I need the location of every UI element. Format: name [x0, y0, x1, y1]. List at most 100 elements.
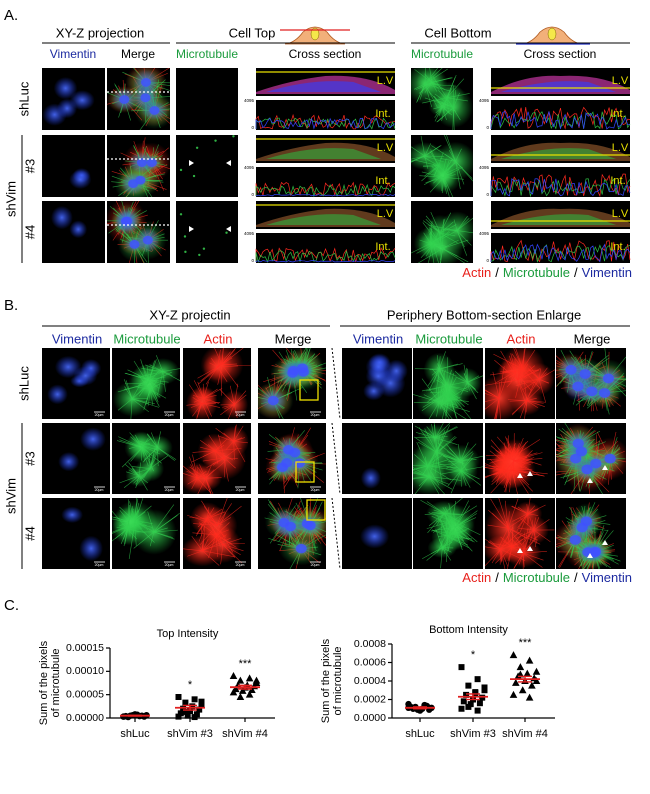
micrograph [258, 423, 326, 494]
speck [180, 169, 182, 171]
nucleus [305, 521, 316, 531]
data-point [482, 684, 488, 690]
micrograph [42, 68, 105, 130]
rule [332, 423, 340, 494]
micrograph [244, 340, 334, 424]
nucleus [603, 374, 614, 384]
nucleus [129, 240, 139, 249]
nucleus [297, 363, 308, 373]
significance-label: *** [239, 658, 253, 670]
data-point [176, 714, 182, 720]
speck [184, 235, 186, 237]
column-header: Vimentin [52, 331, 102, 346]
image-frame [176, 201, 238, 263]
nucleus [281, 458, 292, 468]
nucleus [582, 547, 593, 557]
legend-entry: / [495, 265, 499, 280]
lv-label: L.V [377, 208, 394, 220]
micrograph [104, 52, 187, 130]
scale-bar-label: 20µm [165, 563, 174, 567]
scale-bar-label: 20µm [95, 413, 104, 417]
y-tick-label: 0.00015 [66, 642, 104, 654]
scale-bar-label: 20µm [165, 413, 174, 417]
data-point [465, 683, 471, 689]
intensity-axis-label: 0 [251, 192, 254, 197]
x-tick-label: shVim #3 [450, 728, 496, 740]
data-point [477, 700, 483, 706]
cell-signal [361, 467, 381, 488]
intensity-axis-label: 0 [486, 192, 489, 197]
micrograph [42, 423, 110, 494]
cell-signal [55, 356, 82, 378]
legend-entry: Vimentin [582, 570, 632, 585]
legend-entry: Actin [462, 265, 491, 280]
nucleus [577, 523, 588, 533]
speck [203, 248, 205, 250]
data-point [510, 651, 518, 658]
row-label: #4 [22, 526, 37, 540]
micrograph [544, 347, 642, 419]
x-tick-label: shLuc [120, 728, 150, 740]
data-point [192, 696, 198, 702]
data-point [120, 713, 126, 719]
cell-signal [51, 206, 73, 229]
int-label: Int. [610, 108, 625, 120]
nucleus [285, 522, 296, 532]
legend: Actin/Microtubule/Vimentin [462, 265, 632, 280]
micrograph [475, 493, 555, 575]
y-axis-label: of microtubule [332, 646, 344, 715]
column-header: Microtubule [415, 331, 482, 346]
rule [332, 348, 340, 419]
legend-entry: Microtubule [503, 265, 570, 280]
image-frame [176, 68, 238, 130]
legend-entry: / [574, 265, 578, 280]
nucleus [580, 369, 591, 379]
column-header: Microtubule [113, 331, 180, 346]
data-point [461, 698, 467, 704]
lv-label: L.V [377, 142, 394, 154]
column-header: Merge [121, 47, 155, 61]
lv-label: L.V [612, 208, 629, 220]
micrograph [176, 135, 238, 197]
scale-bar-label: 20µm [236, 563, 245, 567]
y-tick-label: 0.0004 [354, 675, 386, 687]
nucleus [122, 217, 132, 226]
scale-bar-label: 20µm [165, 488, 174, 492]
data-point [479, 695, 485, 701]
data-point [526, 657, 534, 664]
nucleus [283, 445, 294, 455]
micrograph [106, 497, 180, 569]
nucleus [570, 535, 581, 545]
significance-label: * [188, 679, 193, 691]
micrograph [397, 133, 476, 201]
section-title: XY-Z projection [56, 25, 144, 40]
data-point [176, 694, 182, 700]
rule [332, 498, 340, 569]
scale-bar-label: 20µm [311, 488, 320, 492]
scale-bar-label: 20µm [311, 563, 320, 567]
x-tick-label: shVim #3 [167, 728, 213, 740]
column-header: Vimentin [353, 331, 403, 346]
y-tick-label: 0.0008 [354, 638, 386, 650]
nucleus [140, 93, 150, 102]
data-point [475, 676, 481, 682]
nucleus [287, 368, 298, 378]
intensity-plot [491, 167, 630, 197]
data-point [510, 691, 518, 698]
micrograph [171, 496, 251, 569]
column-header: Microtubule [176, 47, 238, 61]
intensity-axis-label: 4095 [479, 165, 490, 170]
micrograph [413, 496, 483, 569]
micrograph [406, 62, 473, 133]
image-frame [42, 135, 105, 197]
y-tick-label: 0.0006 [354, 656, 386, 668]
column-header: Merge [275, 331, 312, 346]
nucleus [572, 382, 583, 392]
speck [225, 231, 227, 233]
y-tick-label: 0.0000 [354, 712, 386, 724]
speck [184, 251, 186, 253]
column-header: Actin [507, 331, 536, 346]
micrograph [42, 135, 105, 197]
micrograph [42, 201, 105, 263]
